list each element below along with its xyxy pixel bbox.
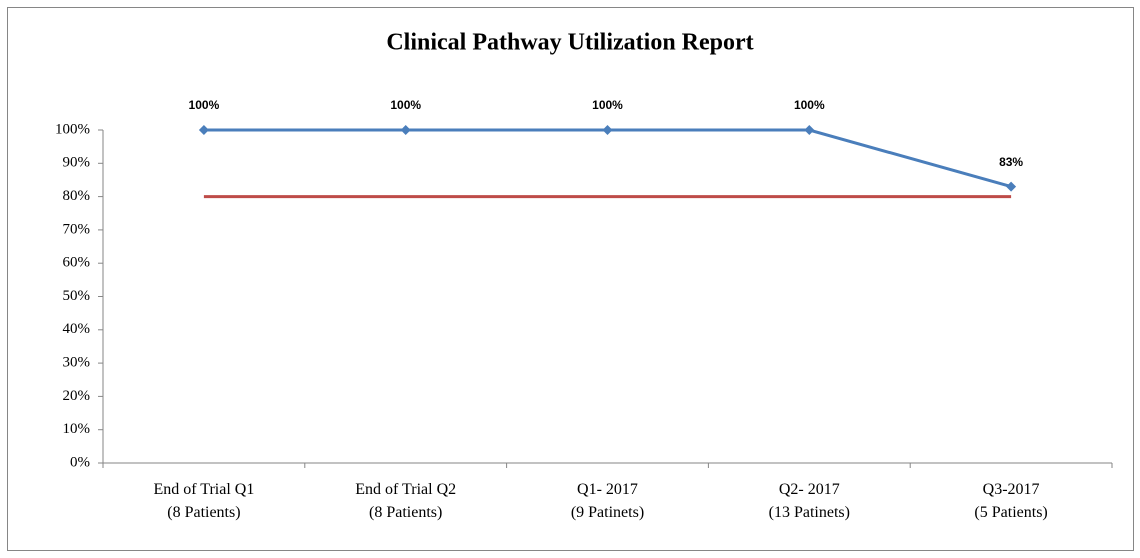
chart-title: Clinical Pathway Utilization Report [386,30,753,56]
data-label: 100% [189,98,220,112]
x-tick-label: End of Trial Q1 (8 Patients) [153,481,254,521]
y-tick-label: 30% [63,355,91,371]
x-tick-label: Q2- 2017 (13 Patinets) [769,481,850,521]
y-tick-label: 10% [63,421,91,437]
marker [400,125,411,135]
x-tick-label: Q3-2017 (5 Patients) [974,481,1047,521]
y-tick-label: 60% [63,255,91,271]
chart-border [7,7,1134,551]
data-label: 83% [999,155,1023,169]
y-tick-label: 40% [63,321,91,337]
data-label: 100% [794,98,825,112]
y-tick-label: 70% [63,221,91,237]
x-tick-label: End of Trial Q2 (8 Patients) [355,481,456,521]
marker [1006,181,1017,192]
marker [198,125,209,135]
marker [804,125,815,135]
y-tick-label: 20% [63,388,91,404]
y-tick-label: 100% [55,121,90,137]
marker [602,125,613,135]
y-tick-label: 80% [63,188,91,204]
x-tick-label: Q1- 2017 (9 Patinets) [571,481,644,521]
data-label: 100% [390,98,421,112]
data-label: 100% [592,98,623,112]
y-tick-label: 90% [63,155,91,171]
y-tick-label: 50% [63,288,91,304]
y-tick-label: 0% [70,454,90,470]
